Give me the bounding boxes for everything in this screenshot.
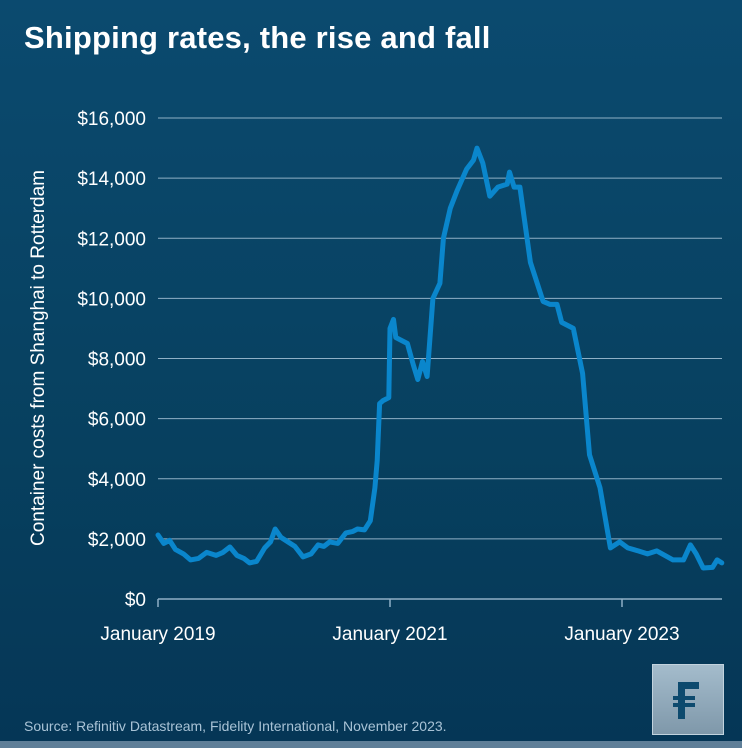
fidelity-logo <box>652 664 724 735</box>
y-tick-label: $6,000 <box>88 410 146 431</box>
x-tick-label: January 2021 <box>332 624 447 645</box>
bottom-bar <box>0 741 742 748</box>
y-tick-label: $0 <box>125 590 146 611</box>
y-tick-label: $16,000 <box>77 109 146 130</box>
y-tick-label: $8,000 <box>88 350 146 371</box>
series-line-container-cost <box>155 145 725 571</box>
gridlines <box>158 117 722 540</box>
y-tick-label: $4,000 <box>88 470 146 491</box>
y-tick-label: $12,000 <box>77 229 146 250</box>
y-axis-ticks: $0 $2,000 $4,000 $6,000 $8,000 $10,000 $12,000… <box>77 109 146 611</box>
y-axis-label: Container costs from Shanghai to Rotterd… <box>28 170 49 546</box>
chart-title: Shipping rates, the rise and fall <box>24 20 491 55</box>
y-tick-label: $10,000 <box>77 289 146 310</box>
y-tick-label: $2,000 <box>88 530 146 551</box>
series-group <box>155 145 725 571</box>
x-tick-label: January 2023 <box>564 624 679 645</box>
x-axis: January 2019 January 2021 January 2023 <box>100 598 722 645</box>
logo-f-icon <box>673 682 699 719</box>
y-tick-label: $14,000 <box>77 169 146 190</box>
x-tick-label: January 2019 <box>100 624 215 645</box>
source-note: Source: Refinitiv Datastream, Fidelity I… <box>24 718 447 734</box>
